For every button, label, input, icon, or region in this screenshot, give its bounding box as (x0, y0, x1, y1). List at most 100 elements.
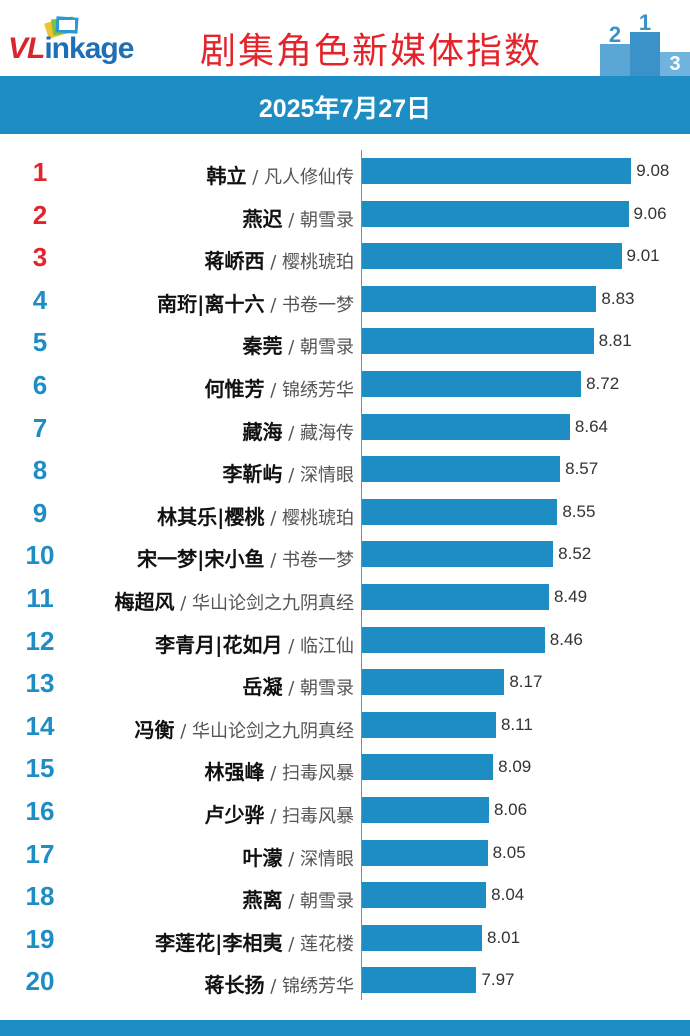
value-label: 9.01 (626, 246, 660, 266)
label-separator: / (282, 635, 300, 657)
character-name: 梅超风 (114, 590, 175, 614)
page-title: 剧集角色新媒体指数 (200, 31, 543, 72)
chart-row: 5 秦莞 / 朝雪录 8.81 (0, 322, 690, 364)
row-label: 藏海 / 藏海传 (242, 416, 354, 445)
vlinkage-logo: VLinkage (8, 8, 168, 72)
row-label: 宋一梦|宋小鱼 / 书卷一梦 (137, 543, 354, 572)
value-bar (362, 243, 622, 270)
row-label: 李青月|花如月 / 临江仙 (155, 629, 354, 658)
row-label: 叶濛 / 深情眼 (242, 842, 354, 871)
show-title: 锦绣芳华 (282, 976, 354, 998)
show-title: 朝雪录 (300, 678, 354, 700)
show-title: 扫毒风暴 (282, 763, 354, 785)
rank-number: 17 (25, 838, 55, 869)
row-label: 梅超风 / 华山论剑之九阴真经 (114, 586, 354, 615)
chart-row: 17 叶濛 / 深情眼 8.05 (0, 834, 690, 876)
value-label: 8.64 (574, 416, 608, 436)
rank-number: 1 (32, 157, 48, 187)
value-label: 8.05 (492, 842, 526, 862)
show-title: 朝雪录 (300, 337, 354, 359)
logo-cards-icon (44, 16, 79, 40)
row-label: 李靳屿 / 深情眼 (222, 458, 354, 487)
podium-digit-2: 2 (609, 22, 621, 47)
chart-row: 18 燕离 / 朝雪录 8.04 (0, 876, 690, 918)
value-bar (362, 882, 487, 909)
chart-axis-line (361, 150, 362, 1000)
label-separator: / (282, 422, 300, 444)
character-name: 卢少骅 (204, 803, 265, 827)
label-separator: / (264, 507, 282, 529)
character-name: 李青月|花如月 (155, 632, 283, 657)
show-title: 樱桃琥珀 (282, 252, 354, 274)
date-banner: 2025年7月27日 (0, 76, 690, 134)
character-name: 蒋长扬 (204, 973, 265, 998)
label-separator: / (264, 550, 282, 572)
label-separator: / (282, 891, 300, 913)
podium-digit-3: 3 (669, 53, 680, 75)
rank-number: 12 (25, 625, 55, 656)
row-label: 林其乐|樱桃 / 樱桃琥珀 (157, 501, 354, 530)
value-label: 8.04 (491, 885, 525, 905)
rank-number: 2 (32, 199, 48, 230)
rank-number: 16 (25, 796, 55, 826)
character-name: 岳凝 (242, 675, 283, 700)
character-name: 李靳屿 (222, 462, 283, 487)
label-separator: / (282, 848, 300, 870)
logo-text-vl: VL (8, 32, 45, 65)
show-title: 书卷一梦 (282, 294, 354, 316)
value-bar (362, 839, 488, 866)
value-label: 8.17 (509, 672, 543, 692)
rank-number: 6 (32, 370, 48, 400)
logo-text: VLinkage (8, 32, 134, 66)
value-label: 9.08 (636, 161, 670, 180)
header: VLinkage 剧集角色新媒体指数 2 1 3 (0, 0, 690, 76)
label-separator: / (264, 976, 282, 998)
show-title: 樱桃琥珀 (282, 507, 354, 529)
row-label: 燕离 / 朝雪录 (242, 884, 354, 913)
character-name: 秦莞 (242, 334, 283, 359)
value-bar (362, 200, 629, 227)
podium-digit-1: 1 (639, 10, 651, 35)
date-text: 2025年7月27日 (258, 95, 432, 123)
character-name: 燕离 (242, 888, 283, 913)
chart-row: 15 林强峰 / 扫毒风暴 8.09 (0, 748, 690, 790)
row-label: 冯衡 / 华山论剑之九阴真经 (134, 714, 354, 743)
value-label: 7.97 (481, 970, 515, 990)
character-name: 林其乐|樱桃 (157, 504, 265, 529)
value-bar (362, 371, 582, 397)
show-title: 凡人修仙传 (264, 167, 354, 188)
value-bar (362, 711, 496, 738)
character-name: 蒋峤西 (204, 249, 265, 274)
rank-number: 8 (32, 455, 48, 486)
label-separator: / (282, 209, 300, 231)
show-title: 华山论剑之九阴真经 (192, 593, 354, 614)
rank-number: 3 (32, 242, 48, 273)
chart-row: 8 李靳屿 / 深情眼 8.57 (0, 450, 690, 492)
label-separator: / (282, 933, 300, 955)
show-title: 扫毒风暴 (282, 806, 354, 827)
label-separator: / (264, 380, 282, 401)
show-title: 藏海传 (300, 422, 354, 444)
value-label: 8.55 (562, 501, 596, 521)
rank-number: 14 (25, 710, 55, 741)
value-label: 8.52 (558, 544, 592, 564)
value-bar (362, 754, 494, 781)
chart-row: 16 卢少骅 / 扫毒风暴 8.06 (0, 791, 690, 833)
character-name: 何惟芳 (204, 377, 265, 401)
show-title: 朝雪录 (300, 891, 354, 913)
chart-row: 7 藏海 / 藏海传 8.64 (0, 408, 690, 450)
chart-row: 2 燕迟 / 朝雪录 9.06 (0, 195, 690, 237)
label-separator: / (174, 593, 192, 614)
show-title: 锦绣芳华 (282, 380, 354, 401)
show-title: 莲花楼 (300, 933, 354, 955)
value-bar (362, 413, 570, 440)
row-label: 岳凝 / 朝雪录 (242, 671, 354, 700)
value-label: 9.06 (633, 203, 667, 223)
value-label: 8.72 (586, 374, 620, 393)
value-bar (362, 158, 632, 184)
logo-text-inkage: inkage (44, 32, 134, 65)
rank-number: 4 (32, 284, 48, 315)
show-title: 临江仙 (300, 635, 354, 657)
label-separator: / (246, 167, 264, 188)
row-label: 李莲花|李相夷 / 莲花楼 (155, 927, 354, 956)
